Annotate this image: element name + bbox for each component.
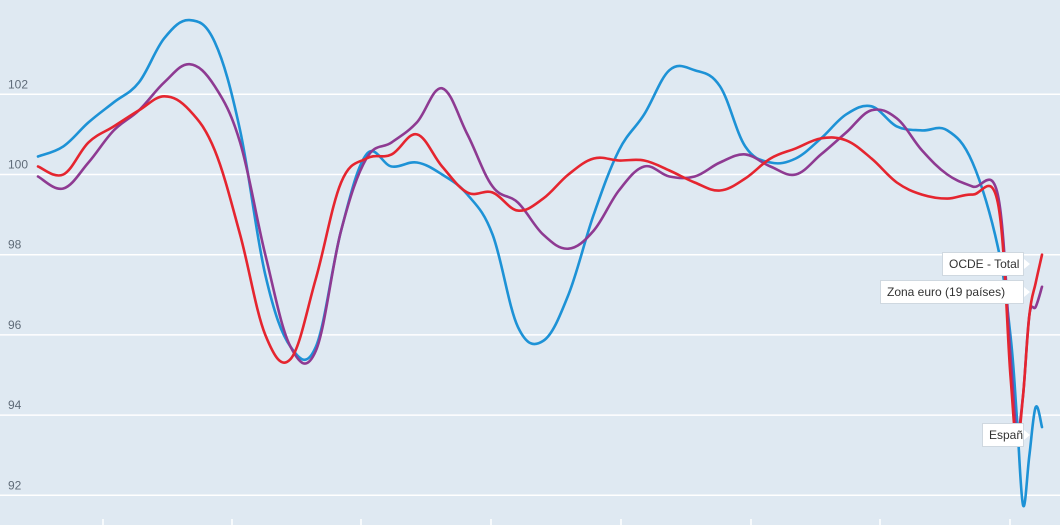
spain-tag[interactable]: España [982, 423, 1024, 447]
x-axis-ticks [102, 519, 1011, 525]
tag-pointers [1024, 259, 1030, 440]
series-line-0[interactable] [36, 95, 1044, 445]
tag-pointer [1024, 287, 1030, 297]
y-tick-label: 100 [8, 158, 28, 172]
y-axis-tick-labels: 92 94 96 98 100 102 [8, 77, 28, 492]
y-tick-label: 96 [8, 318, 22, 332]
series-line-1[interactable] [36, 62, 1044, 434]
tag-pointer [1024, 259, 1030, 269]
y-tick-label: 92 [8, 478, 22, 492]
y-tick-label: 102 [8, 77, 28, 91]
y-tick-label: 94 [8, 398, 22, 412]
y-tick-label: 98 [8, 238, 22, 252]
series-line-2[interactable] [36, 18, 1044, 508]
euro-zone-tag[interactable]: Zona euro (19 países) [880, 280, 1024, 304]
gridlines [0, 93, 1060, 497]
series-lines [36, 18, 1044, 508]
oecd-total-tag[interactable]: OCDE - Total [942, 252, 1024, 276]
tag-pointer [1024, 430, 1030, 440]
